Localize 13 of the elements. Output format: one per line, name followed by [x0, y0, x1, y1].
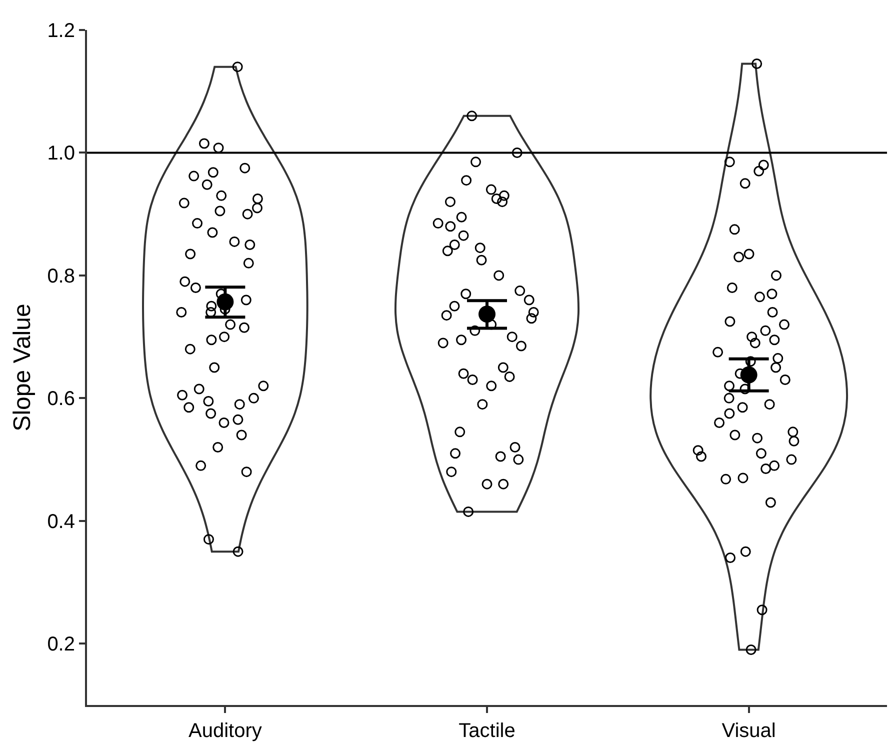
- y-axis-title: Slope Value: [8, 304, 36, 432]
- y-tick-label: 0.4: [47, 510, 75, 533]
- point: [216, 293, 234, 310]
- y-tick-label: 1.0: [47, 142, 75, 165]
- x-tick-label: Auditory: [188, 720, 262, 742]
- y-tick-label: 1.2: [47, 20, 75, 42]
- point: [478, 306, 496, 323]
- x-tick-label: Tactile: [458, 720, 516, 742]
- x-tick-label: Visual: [722, 720, 776, 742]
- y-tick-label: 0.8: [47, 265, 75, 288]
- y-tick-label: 0.6: [47, 388, 75, 410]
- y-tick-label: 0.2: [47, 634, 75, 656]
- point: [740, 366, 758, 384]
